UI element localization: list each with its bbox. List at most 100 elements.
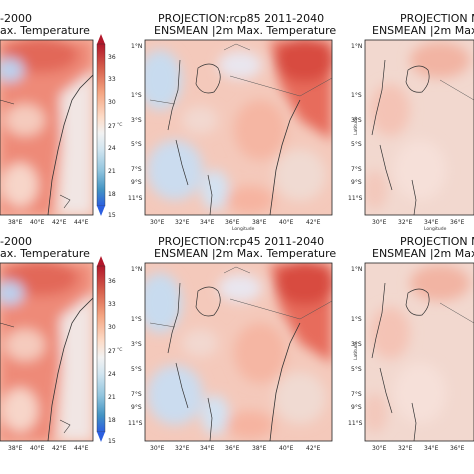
panel-b-xtick: 42°E <box>306 219 321 226</box>
panel-e-title-1: PROJECTION:rcp45 2011-2040 <box>158 235 325 248</box>
panel-f-ytick: 1°N <box>351 266 363 273</box>
panel-f-ytick: 9°S <box>351 404 362 411</box>
panel-e-xtick: 34°E <box>200 445 215 452</box>
panel-c-ytick: 1°N <box>351 43 363 50</box>
map-panel-c <box>365 40 474 215</box>
panel-c-ytick: 3°S <box>351 117 362 124</box>
colorbar-tick: 21 <box>108 394 116 401</box>
panel-c-ytick: 1°S <box>351 92 362 99</box>
panel-e-ytick: 9°S <box>131 404 142 411</box>
panel-e-xtick: 32°E <box>175 445 190 452</box>
map-panel-b <box>145 40 332 215</box>
panel-b-xtick: 34°E <box>200 219 215 226</box>
panel-f-ytick: 7°S <box>351 391 362 398</box>
panel-e-ytick: 11°S <box>128 420 143 427</box>
map-panel-a <box>0 40 93 215</box>
panel-c-xtick: 36°E <box>450 219 465 226</box>
panel-b-xtick: 32°E <box>175 219 190 226</box>
panel-f-title-1: PROJECTION M <box>400 235 474 248</box>
panel-f-xtick: 30°E <box>372 445 387 452</box>
map-panel-d <box>0 263 93 441</box>
map-frame-a <box>0 39 94 216</box>
map-frame-b <box>144 39 333 216</box>
panel-f-xtick: 32°E <box>398 445 413 452</box>
colorbar-tick: 18 <box>108 417 116 424</box>
panel-e-ytick: 1°N <box>131 266 143 273</box>
panel-f-ytick: 1°S <box>351 316 362 323</box>
panel-b-ytick: 9°S <box>131 179 142 186</box>
panel-c-ytick: 11°S <box>348 195 363 202</box>
colorbar-tick: 30 <box>108 324 116 331</box>
panel-d-title-1: -2000 <box>0 235 32 248</box>
panel-f-ytick: 5°S <box>351 366 362 373</box>
colorbar-tick: 27 <box>108 348 116 355</box>
panel-b-title-1: PROJECTION:rcp85 2011-2040 <box>158 12 325 25</box>
panel-b-ytick: 11°S <box>128 195 143 202</box>
panel-e-ytick: 5°S <box>131 366 142 373</box>
panel-f-ytick: 3°S <box>351 341 362 348</box>
colorbar-tick: 24 <box>108 371 116 378</box>
map-panel-e <box>145 263 332 441</box>
colorbar-unit: °C <box>117 123 123 128</box>
panel-b-xtick: 38°E <box>252 219 267 226</box>
panel-b-xtick: 36°E <box>225 219 240 226</box>
colorbar-tick: 33 <box>108 301 116 308</box>
panel-c-xtick: 32°E <box>398 219 413 226</box>
panel-f-xtick: 36°E <box>450 445 465 452</box>
panel-c-xtick: 30°E <box>372 219 387 226</box>
panel-b-ytick: 7°S <box>131 166 142 173</box>
panel-e-xtick: 30°E <box>150 445 165 452</box>
colorbar-unit: °C <box>117 348 123 353</box>
panel-e-xtick: 38°E <box>252 445 267 452</box>
panel-b-ytick: 1°S <box>131 92 142 99</box>
panel-c-ytick: 5°S <box>351 141 362 148</box>
colorbar-tick: 36 <box>108 278 116 285</box>
colorbar-tick: 15 <box>108 212 116 219</box>
panel-a-xtick: 42°E <box>52 219 67 226</box>
panel-b-ytick: 3°S <box>131 117 142 124</box>
panel-c-ytick: 9°S <box>351 179 362 186</box>
panel-e-title-2: ENSMEAN |2m Max. Temperature <box>154 247 337 260</box>
colorbar-tick: 15 <box>108 438 116 445</box>
panel-b-xtick: 30°E <box>150 219 165 226</box>
panel-a-xtick: 44°E <box>74 219 89 226</box>
panel-a-xtick: 38°E <box>8 219 23 226</box>
panel-d-title-2: ax. Temperature <box>0 247 90 260</box>
map-frame-f <box>364 262 474 442</box>
colorbar-bottom <box>96 256 106 442</box>
panel-e-ytick: 1°S <box>131 316 142 323</box>
map-frame-c <box>364 39 474 216</box>
panel-b-xtick: 40°E <box>279 219 294 226</box>
panel-f-ytick: 11°S <box>348 420 363 427</box>
panel-d-xtick: 40°E <box>30 445 45 452</box>
colorbar-tick: 36 <box>108 54 116 61</box>
map-frame-e <box>144 262 333 442</box>
map-panel-f <box>365 263 474 441</box>
panel-a-xtick: 40°E <box>30 219 45 226</box>
colorbar-tick: 27 <box>108 123 116 130</box>
panel-c-title-2: ENSMEAN |2m Max. <box>372 24 474 37</box>
colorbar-tick: 24 <box>108 145 116 152</box>
panel-e-ytick: 3°S <box>131 341 142 348</box>
panel-d-xtick: 42°E <box>52 445 67 452</box>
panel-a-title-2: ax. Temperature <box>0 24 90 37</box>
panel-c-xlabel: Longitude <box>424 227 447 232</box>
panel-f-title-2: ENSMEAN |2m Max. <box>372 247 474 260</box>
panel-b-ytick: 1°N <box>131 43 143 50</box>
colorbar-tick: 30 <box>108 99 116 106</box>
colorbar-tick: 33 <box>108 76 116 83</box>
panel-c-xtick: 34°E <box>424 219 439 226</box>
panel-c-title-1: PROJECTION M <box>400 12 474 25</box>
panel-c-ytick: 7°S <box>351 166 362 173</box>
panel-e-ytick: 7°S <box>131 391 142 398</box>
panel-a-title-1: -2000 <box>0 12 32 25</box>
map-frame-d <box>0 262 94 442</box>
panel-b-xlabel: Longitude <box>232 227 255 232</box>
panel-f-xtick: 34°E <box>424 445 439 452</box>
panel-b-ytick: 5°S <box>131 141 142 148</box>
panel-b-title-2: ENSMEAN |2m Max. Temperature <box>154 24 337 37</box>
colorbar-tick: 21 <box>108 168 116 175</box>
colorbar-tick: 18 <box>108 191 116 198</box>
panel-e-xtick: 40°E <box>279 445 294 452</box>
